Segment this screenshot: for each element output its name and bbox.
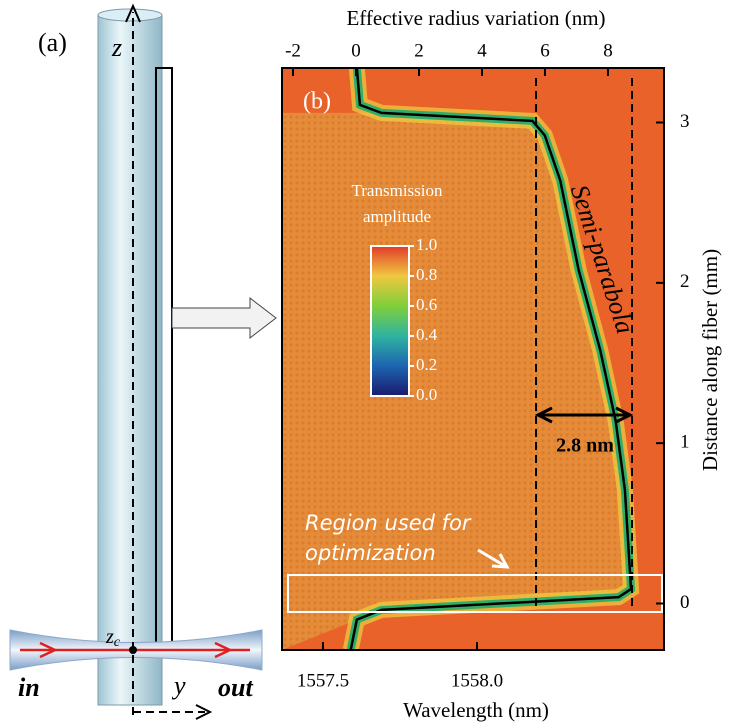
- x2-tick-label: -2: [285, 40, 301, 61]
- x2-tick-label: 4: [477, 40, 487, 61]
- x2-tick-label: 6: [540, 40, 550, 61]
- colorbar-tick-label: 0.4: [416, 325, 438, 344]
- x2-tick-label: 2: [414, 40, 424, 61]
- zoom-arrow: [171, 296, 277, 340]
- y-tick-label: 3: [680, 111, 690, 132]
- heatmap-fringe-region: [282, 112, 632, 650]
- x2-tick-label: 0: [351, 40, 361, 61]
- out-label: out: [218, 673, 253, 702]
- x2-axis-title: Effective radius variation (nm): [346, 6, 605, 30]
- y-tick-label: 2: [680, 271, 690, 292]
- colorbar: [370, 245, 410, 397]
- fiber: [97, 14, 163, 706]
- zc-sub: c: [114, 635, 121, 650]
- colorbar-tick-label: 0.0: [416, 385, 437, 404]
- colorbar-tick-label: 0.6: [416, 295, 437, 314]
- y-label: y: [171, 671, 186, 700]
- zc-base: z: [105, 626, 114, 648]
- frame: [281, 67, 665, 651]
- optimization-region: [287, 574, 663, 613]
- panel-a: (a) z zc y in out: [9, 3, 277, 720]
- panel-label: (a): [38, 28, 67, 57]
- colorbar-title: amplitude: [363, 207, 431, 226]
- colorbar-tick-label: 0.8: [416, 265, 437, 284]
- colorbar-title: Transmission: [351, 181, 443, 200]
- region-label: Region used for: [305, 511, 472, 535]
- width-arrow: [534, 406, 634, 424]
- x-tick-label: 1557.5: [297, 670, 349, 691]
- y-tick-label: 1: [680, 432, 690, 453]
- resonance-curve: [349, 67, 633, 651]
- region-arrow: [477, 548, 510, 569]
- z-arrow: [125, 3, 141, 23]
- width-label: 2.8 nm: [556, 435, 614, 457]
- zc-label: zc: [105, 626, 121, 651]
- colorbar-tick-label: 0.2: [416, 355, 437, 374]
- light-arrows: [39, 641, 233, 659]
- colorbar-tick-label: 1.0: [416, 235, 437, 254]
- x-tick-label: 1558.0: [451, 670, 503, 691]
- region-label: optimization: [305, 541, 436, 565]
- in-label: in: [18, 673, 40, 702]
- y-tick-label: 0: [680, 592, 690, 613]
- panel-label: (b): [303, 89, 331, 115]
- y-axis-title: Distance along fiber (mm): [698, 249, 722, 471]
- z-label: z: [111, 33, 122, 62]
- y-arrow: [195, 704, 213, 720]
- x-axis-title: Wavelength (nm): [403, 698, 549, 722]
- x2-tick-label: 8: [603, 40, 613, 61]
